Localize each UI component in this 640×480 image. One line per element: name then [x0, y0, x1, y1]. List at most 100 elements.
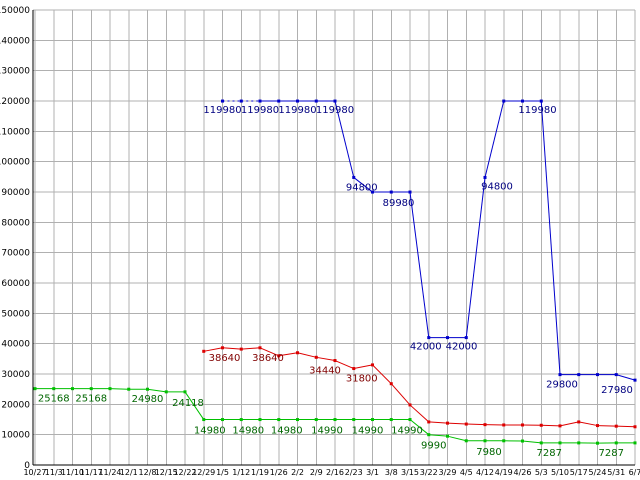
x-tick-label: 3/1 [366, 468, 379, 477]
series-blue-price-line [465, 177, 486, 338]
x-tick-label: 4/19 [495, 468, 513, 477]
data-point-label: 7980 [476, 447, 501, 458]
data-point-label: 94800 [346, 182, 378, 193]
data-point-marker [183, 390, 187, 394]
data-point-marker [296, 99, 299, 103]
y-tick-label: 120000 [0, 97, 30, 107]
data-point-marker [408, 418, 412, 422]
y-tick-label: 20000 [1, 400, 30, 410]
series-red-price-line [222, 347, 242, 350]
data-point-label: 119980 [203, 105, 241, 116]
series-red-price-line [390, 383, 411, 406]
data-point-label: 119980 [241, 105, 279, 116]
data-point-marker [202, 349, 206, 353]
x-tick-label: 12/8 [139, 468, 157, 477]
data-point-label: 34440 [309, 366, 341, 377]
x-tick-label: 12/15 [155, 468, 178, 477]
data-point-marker [502, 99, 506, 103]
data-point-marker [408, 190, 412, 194]
data-point-label: 14990 [352, 426, 384, 437]
series-red-price-line [578, 421, 598, 427]
data-point-marker [464, 439, 468, 443]
data-point-label: 27980 [601, 385, 633, 396]
series-red-price-line [334, 360, 354, 369]
data-point-marker [333, 99, 337, 103]
data-point-marker [164, 390, 168, 394]
data-point-marker [389, 382, 393, 386]
series-red-price-line [259, 347, 279, 357]
x-tick-label: 2/23 [345, 468, 363, 477]
x-tick-label: 1/26 [270, 468, 288, 477]
y-tick-label: 80000 [1, 218, 30, 228]
data-point-label: 119980 [278, 105, 316, 116]
y-tick-label: 60000 [1, 279, 30, 289]
data-point-marker [296, 418, 299, 422]
x-tick-label: 1/12 [232, 468, 250, 477]
series-red-price-line [447, 422, 467, 425]
data-point-marker [389, 418, 393, 422]
y-tick-label: 150000 [0, 6, 30, 16]
data-point-marker [446, 336, 449, 340]
data-point-label: 14990 [311, 426, 343, 437]
data-point-marker [427, 433, 431, 437]
data-point-marker [502, 423, 506, 427]
series-red-price: 38640 38640 34440 31800 [202, 346, 637, 429]
x-tick-label: 1/5 [216, 468, 229, 477]
y-tick-label: 30000 [1, 370, 30, 380]
y-tick-label: 0 [24, 461, 30, 471]
data-point-marker [521, 423, 524, 427]
data-point-marker [277, 418, 281, 422]
x-tick-label: 11/17 [80, 468, 103, 477]
data-point-marker [221, 346, 224, 350]
x-tick-label: 3/15 [401, 468, 419, 477]
x-tick-label: 1/19 [251, 468, 269, 477]
series-red-price-line [466, 423, 486, 426]
data-point-marker [202, 418, 206, 422]
x-tick-label: 12/29 [192, 468, 215, 477]
series-green-price-line [522, 440, 542, 444]
x-tick-label: 3/29 [439, 468, 457, 477]
data-point-marker [239, 347, 243, 351]
series-red-price-line [353, 364, 373, 370]
data-point-marker [596, 441, 599, 445]
data-point-marker [352, 367, 356, 371]
series-green-price-line [147, 388, 167, 393]
data-point-marker [371, 363, 374, 367]
y-tick-label: 50000 [1, 309, 30, 319]
data-point-label: 24118 [172, 398, 204, 409]
data-point-marker [446, 434, 449, 438]
data-point-label: 14980 [232, 426, 264, 437]
series-green-price: 25168 25168 24980 24118 14980 14980 14980 14990… [33, 387, 637, 459]
series-red-price-line [559, 421, 579, 427]
data-point-marker [277, 99, 281, 103]
x-tick-label: 6/7 [629, 468, 640, 477]
data-point-marker [558, 373, 562, 377]
x-tick-label: 2/9 [310, 468, 323, 477]
y-tick-label: 90000 [1, 188, 30, 198]
data-point-marker [596, 373, 599, 377]
data-point-label: 29800 [546, 380, 578, 391]
data-point-label: 14980 [271, 426, 303, 437]
series-red-price-line [203, 347, 223, 352]
data-point-marker [258, 346, 262, 350]
data-point-marker [614, 424, 618, 428]
data-point-marker [521, 439, 524, 443]
series-red-price-line [616, 425, 636, 428]
data-point-marker [539, 99, 543, 103]
x-tick-label: 2/16 [326, 468, 344, 477]
y-tick-label: 110000 [0, 127, 30, 137]
data-point-marker [296, 351, 299, 355]
data-point-marker [371, 418, 374, 422]
chart-axes [32, 10, 635, 466]
data-point-marker [314, 355, 318, 359]
data-point-marker [539, 423, 543, 427]
x-tick-label: 3/22 [420, 468, 438, 477]
data-point-label: 42000 [410, 342, 442, 353]
series-blue-price-line [540, 101, 561, 375]
data-point-marker [427, 420, 431, 424]
series-blue-price-line [409, 191, 430, 338]
data-point-marker [483, 423, 487, 427]
